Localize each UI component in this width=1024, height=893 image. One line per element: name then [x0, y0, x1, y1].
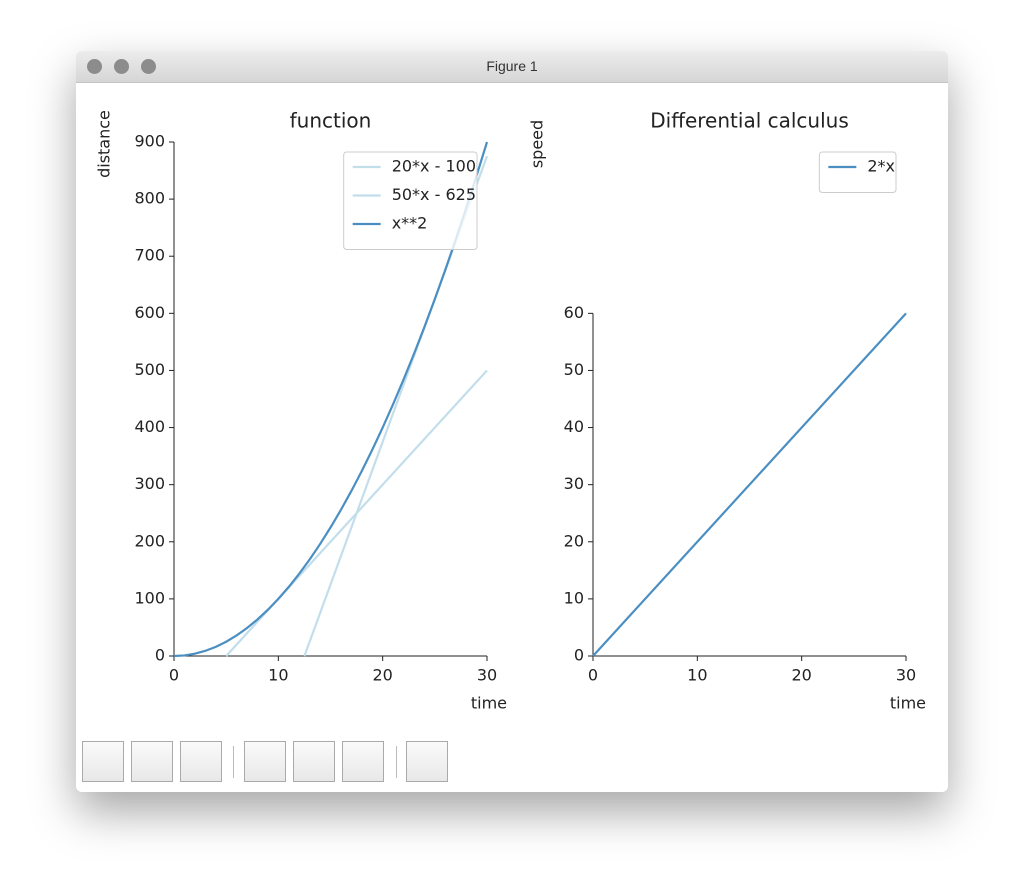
window-title: Figure 1: [486, 58, 538, 74]
y-tick-label: 0: [574, 646, 584, 665]
legend-label: 20*x - 100: [392, 157, 476, 176]
separator: [396, 746, 397, 778]
y-tick-label: 400: [134, 417, 165, 436]
y-axis-label: distance: [95, 110, 114, 178]
x-tick-label: 30: [477, 666, 497, 685]
legend: 20*x - 100 50*x - 625 x**2: [343, 151, 478, 250]
pan-button[interactable]: [244, 741, 286, 782]
save-button[interactable]: [406, 741, 448, 782]
y-tick-label: 700: [134, 246, 165, 265]
x-tick-label: 10: [268, 666, 288, 685]
zoom-tool-button[interactable]: [293, 741, 335, 782]
x-axis-label: time: [890, 694, 926, 713]
y-axis-label: speed: [528, 120, 547, 168]
y-tick-label: 60: [564, 303, 584, 322]
y-tick-label: 100: [134, 588, 165, 607]
close-button[interactable]: [87, 59, 102, 74]
data-line: [173, 141, 489, 658]
home-button[interactable]: [82, 741, 124, 782]
x-tick-label: 20: [372, 666, 392, 685]
x-tick-label: 30: [896, 666, 916, 685]
zoom-button[interactable]: [141, 59, 156, 74]
chart-title: Differential calculus: [650, 109, 849, 133]
forward-button[interactable]: [180, 741, 222, 782]
y-tick-label: 0: [155, 646, 165, 665]
configure-button[interactable]: [342, 741, 384, 782]
legend-label: 2*x: [867, 157, 895, 176]
y-tick-label: 600: [134, 303, 165, 322]
legend-label: 50*x - 625: [392, 185, 476, 204]
legend: 2*x: [818, 151, 897, 193]
y-tick-label: 200: [134, 531, 165, 550]
legend-box: [343, 151, 478, 250]
y-tick-label: 50: [564, 360, 584, 379]
y-tick-label: 30: [564, 474, 584, 493]
y-tick-label: 300: [134, 474, 165, 493]
y-tick-label: 900: [134, 132, 165, 151]
data-line: [592, 312, 907, 657]
y-tick-label: 20: [564, 531, 584, 550]
x-tick-label: 0: [169, 666, 179, 685]
legend-box: [818, 151, 897, 193]
title-bar: Figure 1: [76, 51, 948, 83]
minimize-button[interactable]: [114, 59, 129, 74]
window: Figure 1: [76, 51, 948, 792]
y-tick-label: 800: [134, 189, 165, 208]
y-tick-label: 40: [564, 417, 584, 436]
y-tick-label: 10: [564, 588, 584, 607]
x-axis-label: time: [471, 694, 507, 713]
chart-title: function: [290, 109, 372, 133]
back-button[interactable]: [131, 741, 173, 782]
x-tick-label: 0: [588, 666, 598, 685]
y-tick-label: 500: [134, 360, 165, 379]
legend-label: x**2: [392, 214, 428, 233]
separator: [233, 746, 234, 778]
x-tick-label: 10: [687, 666, 707, 685]
x-tick-label: 20: [791, 666, 811, 685]
